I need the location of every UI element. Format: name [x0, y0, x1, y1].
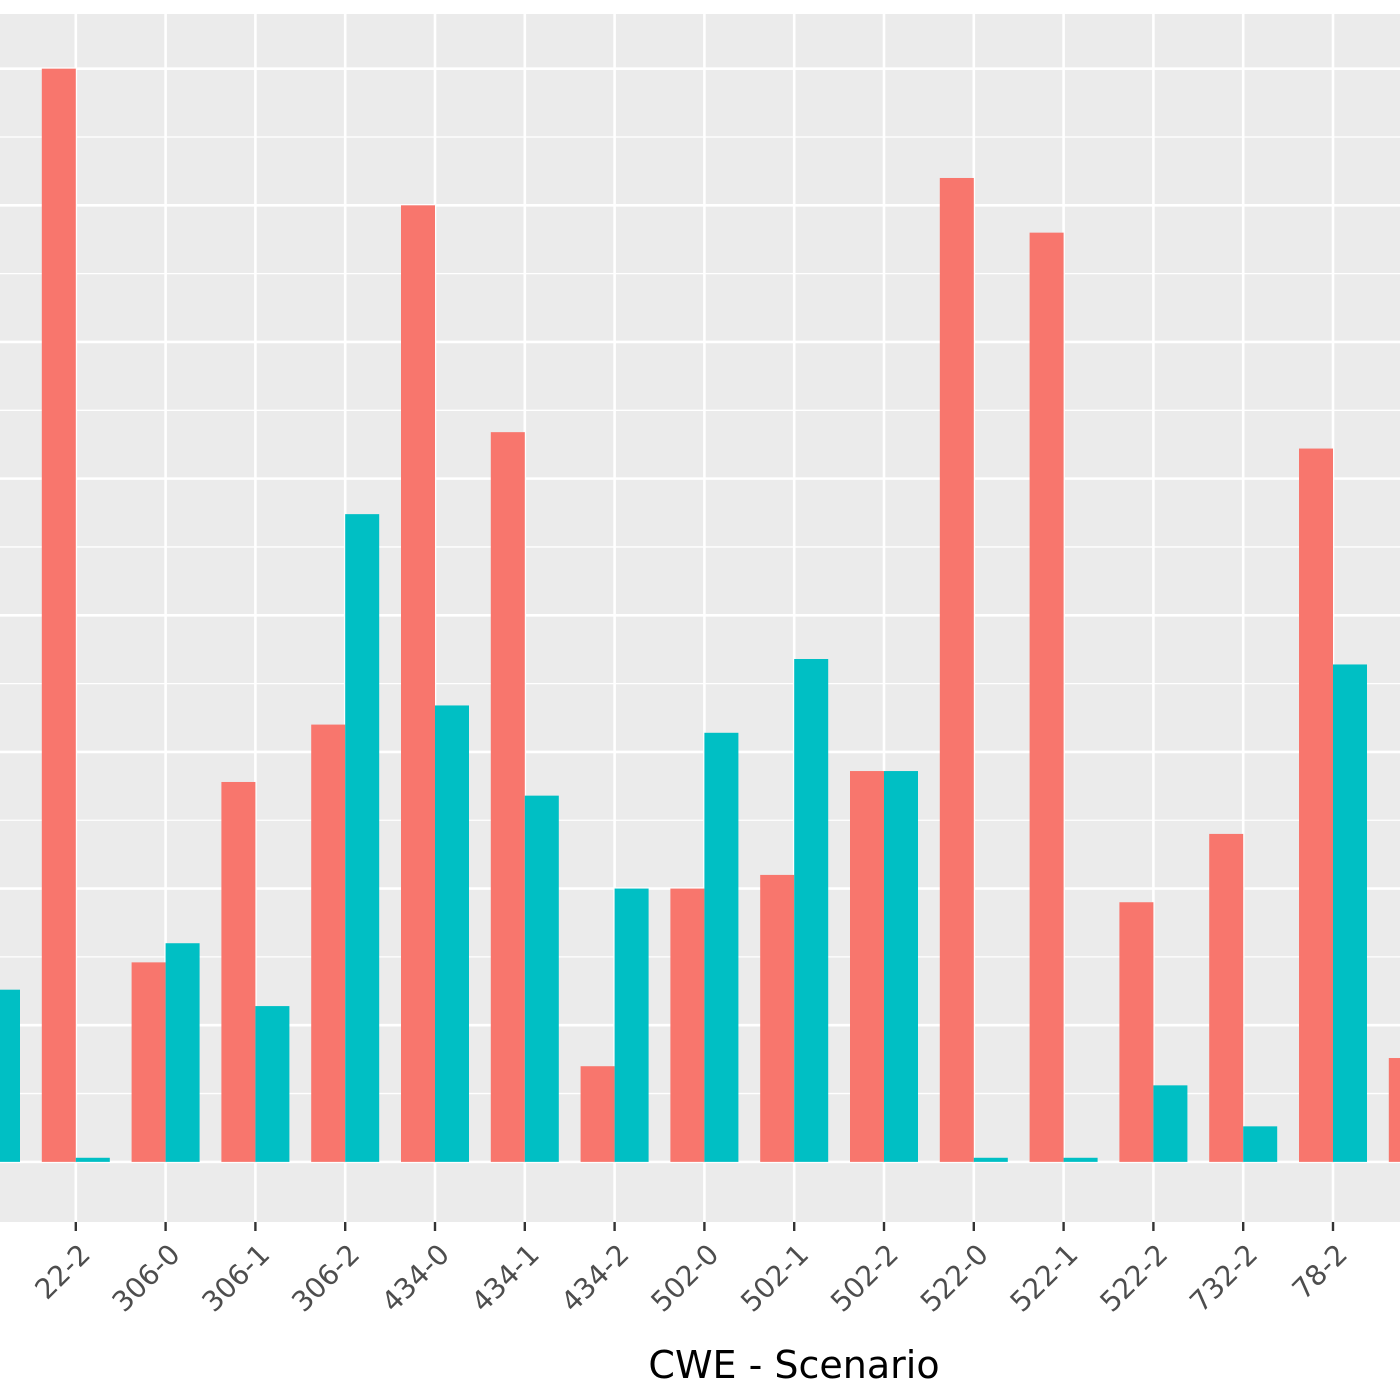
bar-series-2	[435, 705, 469, 1162]
bar-series-1	[1388, 1058, 1400, 1162]
x-tick-label: 434-0	[375, 1238, 456, 1319]
x-tick-label: 306-2	[285, 1238, 366, 1319]
bar-series-1	[1119, 902, 1154, 1162]
bar-series-2	[0, 989, 20, 1162]
bar-series-2	[973, 1157, 1008, 1162]
bar-series-2	[524, 795, 559, 1162]
x-axis-ticks	[74, 1222, 1335, 1231]
x-tick-label: 502-0	[644, 1238, 725, 1319]
x-tick-label: 79	[1395, 1238, 1400, 1287]
bar-series-1	[131, 962, 166, 1162]
bar-series-1	[760, 874, 795, 1162]
x-tick-label: 732-2	[1183, 1238, 1264, 1319]
bar-series-2	[1153, 1085, 1188, 1162]
x-tick-label: 306-1	[195, 1238, 276, 1319]
bar-series-2	[1063, 1157, 1098, 1162]
bar-series-1	[311, 724, 346, 1162]
bar-series-1	[41, 68, 76, 1162]
bar-series-2	[614, 888, 649, 1162]
x-tick-label: 522-2	[1093, 1238, 1174, 1319]
x-tick-label: 78-2	[1286, 1238, 1354, 1306]
x-tick-label: 522-1	[1004, 1238, 1085, 1319]
bar-series-1	[221, 781, 256, 1162]
x-tick-label: 522-0	[914, 1238, 995, 1319]
bar-series-2	[704, 732, 739, 1162]
bar-series-1	[580, 1066, 615, 1162]
bar-series-2	[255, 1006, 290, 1162]
bar-series-2	[345, 514, 380, 1162]
bar-series-1	[939, 177, 974, 1162]
bar-series-2	[165, 943, 200, 1162]
bars	[0, 68, 1400, 1162]
bar-series-2	[884, 771, 918, 1162]
x-axis-tick-labels: 22-2 306-0 306-1 306-2 434-0 434-1 434-2 502-0 5…	[28, 1238, 1400, 1319]
x-axis-title: CWE - Scenario	[648, 1343, 939, 1387]
bar-series-1	[670, 888, 705, 1162]
bar-series-2	[75, 1157, 110, 1162]
x-tick-label: 434-2	[555, 1238, 636, 1319]
bar-series-1	[1209, 833, 1244, 1162]
x-tick-label: 502-1	[734, 1238, 815, 1319]
bar-series-1	[1029, 232, 1064, 1162]
x-tick-label: 306-0	[106, 1238, 187, 1319]
bar-series-1	[1299, 448, 1333, 1162]
bar-series-2	[1243, 1126, 1278, 1162]
bar-series-1	[490, 432, 525, 1162]
x-tick-label: 502-2	[824, 1238, 905, 1319]
bar-series-1	[850, 771, 884, 1162]
bar-series-1	[401, 205, 435, 1162]
bar-series-2	[1333, 664, 1367, 1162]
x-tick-label: 434-1	[465, 1238, 546, 1319]
bar-series-2	[794, 658, 829, 1162]
x-tick-label: 22-2	[28, 1238, 96, 1306]
